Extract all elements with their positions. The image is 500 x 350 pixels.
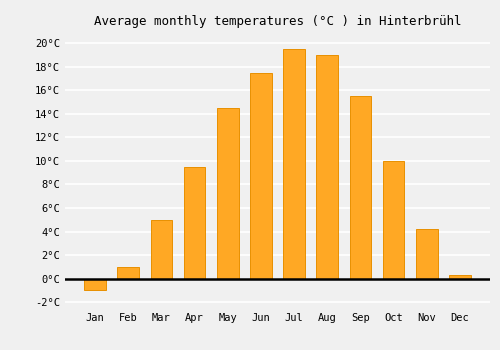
Bar [284, 49, 305, 279]
Bar [416, 229, 438, 279]
Bar [449, 275, 470, 279]
Bar [217, 108, 238, 279]
Title: Average monthly temperatures (°C ) in Hinterbrühl: Average monthly temperatures (°C ) in Hi… [94, 15, 461, 28]
Bar [383, 161, 404, 279]
Bar [316, 55, 338, 279]
Bar [84, 279, 106, 290]
Bar [184, 167, 206, 279]
Bar [118, 267, 139, 279]
Bar [250, 73, 272, 279]
Bar [150, 220, 172, 279]
Bar [350, 96, 371, 279]
